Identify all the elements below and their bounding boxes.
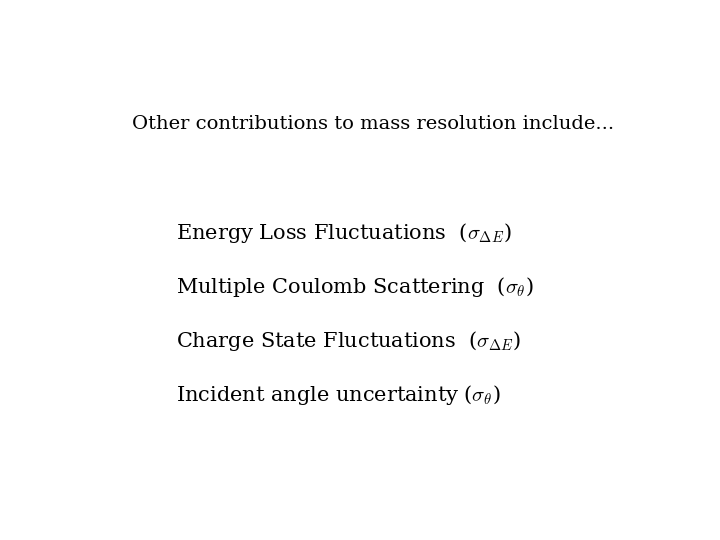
Text: Energy Loss Fluctuations  ($\sigma_{\Delta E}$): Energy Loss Fluctuations ($\sigma_{\Delt… xyxy=(176,221,512,245)
Text: Charge State Fluctuations  ($\sigma_{\Delta E}$): Charge State Fluctuations ($\sigma_{\Del… xyxy=(176,329,521,353)
Text: Incident angle uncertainty ($\sigma_{\theta}$): Incident angle uncertainty ($\sigma_{\th… xyxy=(176,383,501,407)
Text: Multiple Coulomb Scattering  ($\sigma_{\theta}$): Multiple Coulomb Scattering ($\sigma_{\t… xyxy=(176,275,534,299)
Text: Other contributions to mass resolution include...: Other contributions to mass resolution i… xyxy=(132,114,614,133)
